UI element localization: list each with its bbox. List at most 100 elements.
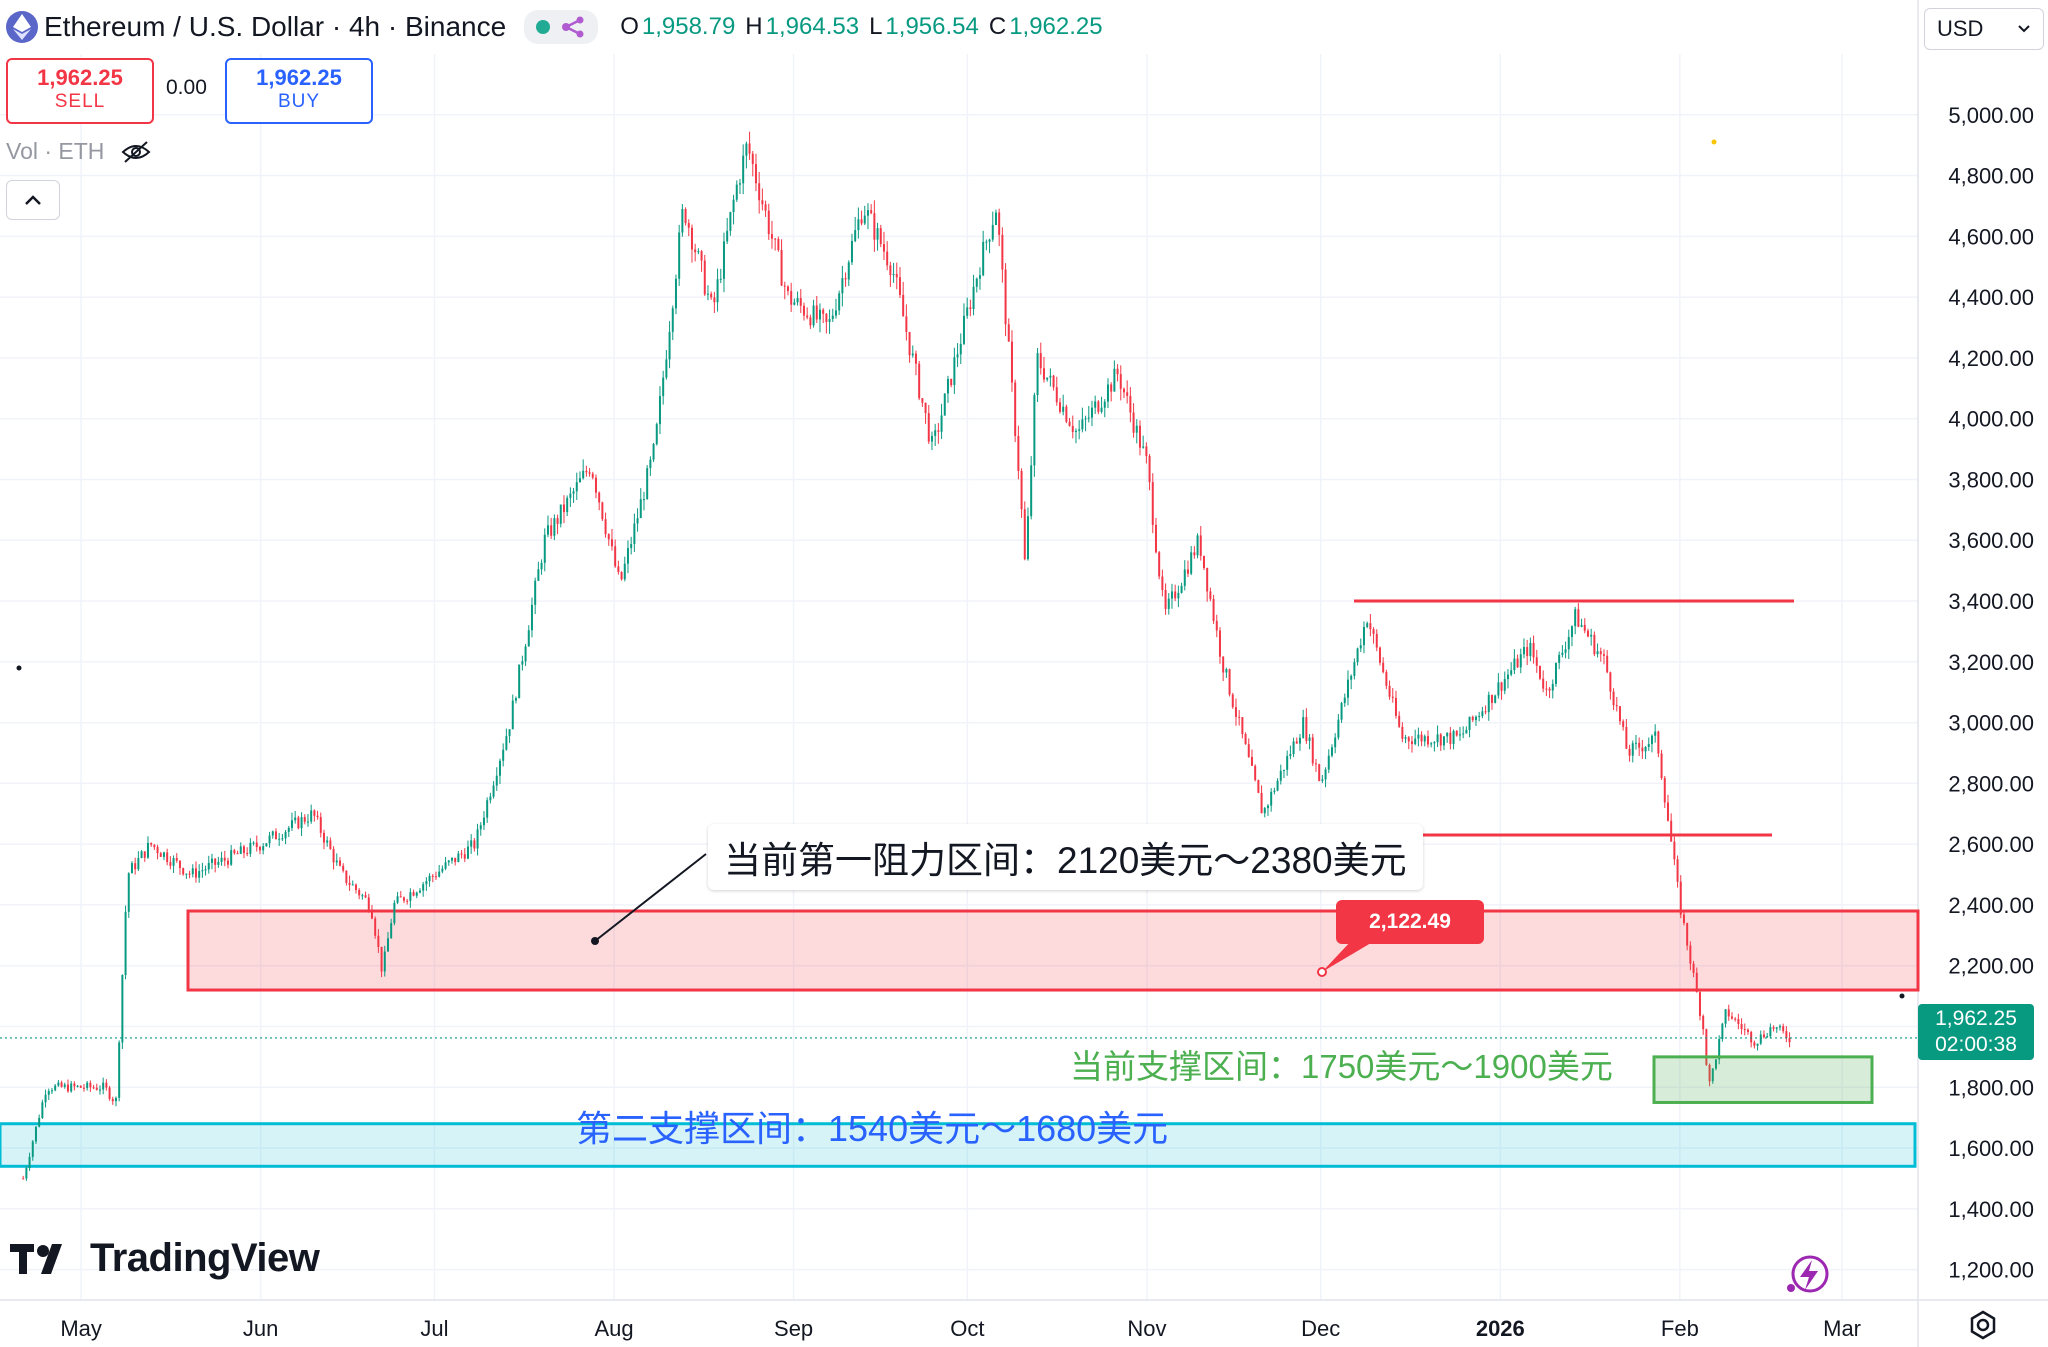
candle-body <box>1586 630 1589 637</box>
candle-body <box>1058 402 1061 412</box>
price-callout[interactable]: 2,122.49 <box>1336 900 1484 944</box>
candle-body <box>239 846 242 854</box>
candle-body <box>182 868 185 875</box>
candle-body <box>748 143 751 154</box>
price-tick-label: 3,400.00 <box>1948 589 2034 614</box>
price-tick-label: 3,200.00 <box>1948 650 2034 675</box>
candle-body <box>1174 591 1177 599</box>
candle-body <box>95 1087 98 1090</box>
candle-body <box>425 881 428 885</box>
candle-body <box>306 821 309 823</box>
price-tick-label: 4,400.00 <box>1948 285 2034 310</box>
candle-body <box>588 472 591 474</box>
candles <box>22 131 1791 1181</box>
candle-body <box>1186 569 1189 574</box>
sell-button[interactable]: 1,962.25 SELL <box>6 58 154 124</box>
candle-body <box>1090 407 1093 418</box>
tradingview-logo[interactable]: TradingView <box>10 1236 320 1281</box>
candle-body <box>1110 384 1113 392</box>
buy-button[interactable]: 1,962.25 BUY <box>225 58 373 124</box>
candle-body <box>134 863 137 870</box>
candle-body <box>911 353 914 356</box>
candle-body <box>1084 418 1087 420</box>
second-support-zone-note[interactable]: 第二支撑区间：1540美元～1680美元 <box>576 1108 1169 1149</box>
candle-body <box>54 1085 57 1091</box>
candle-body <box>1324 769 1327 780</box>
candle-body <box>495 775 498 786</box>
candle-body <box>697 251 700 253</box>
lightning-icon[interactable] <box>1784 1254 1832 1296</box>
candle-body <box>838 293 841 311</box>
candle-body <box>1241 717 1244 735</box>
candle-body <box>889 265 892 276</box>
candle-body <box>610 539 613 547</box>
candle-body <box>470 840 473 847</box>
candle-body <box>137 857 140 870</box>
settings-gear-icon[interactable] <box>1968 1310 1998 1340</box>
candle-body <box>607 534 610 540</box>
collapse-legend-button[interactable] <box>6 180 60 220</box>
candle-body <box>127 873 130 912</box>
candle-body <box>1462 733 1465 735</box>
candle-body <box>722 241 725 279</box>
currency-select[interactable]: USD <box>1924 8 2044 50</box>
time-tick-label: Nov <box>1127 1316 1166 1341</box>
time-tick-label: Jul <box>420 1316 448 1341</box>
candle-body <box>441 868 444 872</box>
candle-body <box>834 310 837 316</box>
candle-body <box>1183 569 1186 586</box>
resistance-zone-note[interactable]: 当前第一阻力区间：2120美元～2380美元 <box>708 824 1423 890</box>
time-tick-label: Feb <box>1661 1316 1699 1341</box>
candle-body <box>1039 353 1042 369</box>
candle-body <box>242 846 245 854</box>
resistance-zone[interactable] <box>186 909 1920 992</box>
candle-body <box>908 331 911 356</box>
chevron-down-icon <box>2018 25 2030 33</box>
last-price-value: 1,962.25 <box>1935 1007 2017 1030</box>
candle-body <box>1494 695 1497 703</box>
candle-body <box>1372 629 1375 634</box>
candle-body <box>450 857 453 861</box>
candle-body <box>1065 406 1068 422</box>
second-support-zone[interactable] <box>0 1122 1917 1168</box>
last-price-label: 1,962.25 02:00:38 <box>1918 1004 2034 1060</box>
candle-body <box>879 228 882 245</box>
symbol-title[interactable]: Ethereum / U.S. Dollar · 4h · Binance <box>44 11 507 42</box>
candle-body <box>806 315 809 318</box>
candle-body <box>652 444 655 460</box>
support-zone[interactable] <box>1652 1055 1874 1104</box>
candle-body <box>1660 753 1663 779</box>
time-tick-label: Aug <box>594 1316 633 1341</box>
candle-body <box>1490 694 1493 703</box>
candle-body <box>1670 820 1673 842</box>
candle-body <box>777 239 780 251</box>
market-status-pill[interactable] <box>524 10 599 44</box>
candle-body <box>665 359 668 378</box>
candle-body <box>831 315 834 320</box>
candle-body <box>1410 741 1413 744</box>
candle-body <box>905 316 908 332</box>
price-axis[interactable]: 5,000.00 4,800.00 4,600.00 4,400.00 4,200.00… <box>1948 103 2034 1283</box>
candle-body <box>466 846 469 859</box>
eye-hidden-icon[interactable] <box>120 140 152 164</box>
candle-body <box>1622 721 1625 727</box>
candle-body <box>1721 1023 1724 1039</box>
candle-body <box>303 817 306 822</box>
candle-body <box>1359 645 1362 649</box>
ohlc-low-value: 1,956.54 <box>885 13 979 40</box>
candle-body <box>143 851 146 858</box>
volume-legend[interactable]: Vol · ETH <box>6 138 152 165</box>
candle-body <box>575 482 578 492</box>
candle-body <box>1202 555 1205 569</box>
candle-body <box>28 1156 31 1169</box>
candle-body <box>598 492 601 503</box>
candle-body <box>1295 741 1298 744</box>
candle-body <box>1074 430 1077 432</box>
candle-body <box>1561 652 1564 655</box>
candle-body <box>233 850 236 854</box>
candle-body <box>626 548 629 564</box>
candle-body <box>1014 382 1017 436</box>
time-axis[interactable]: May Jun Jul Aug Sep Oct Nov Dec 2026 Feb Mar <box>60 1316 1861 1341</box>
support-zone-note[interactable]: 当前支撑区间：1750美元～1900美元 <box>1070 1048 1613 1085</box>
candle-body <box>1010 341 1013 383</box>
